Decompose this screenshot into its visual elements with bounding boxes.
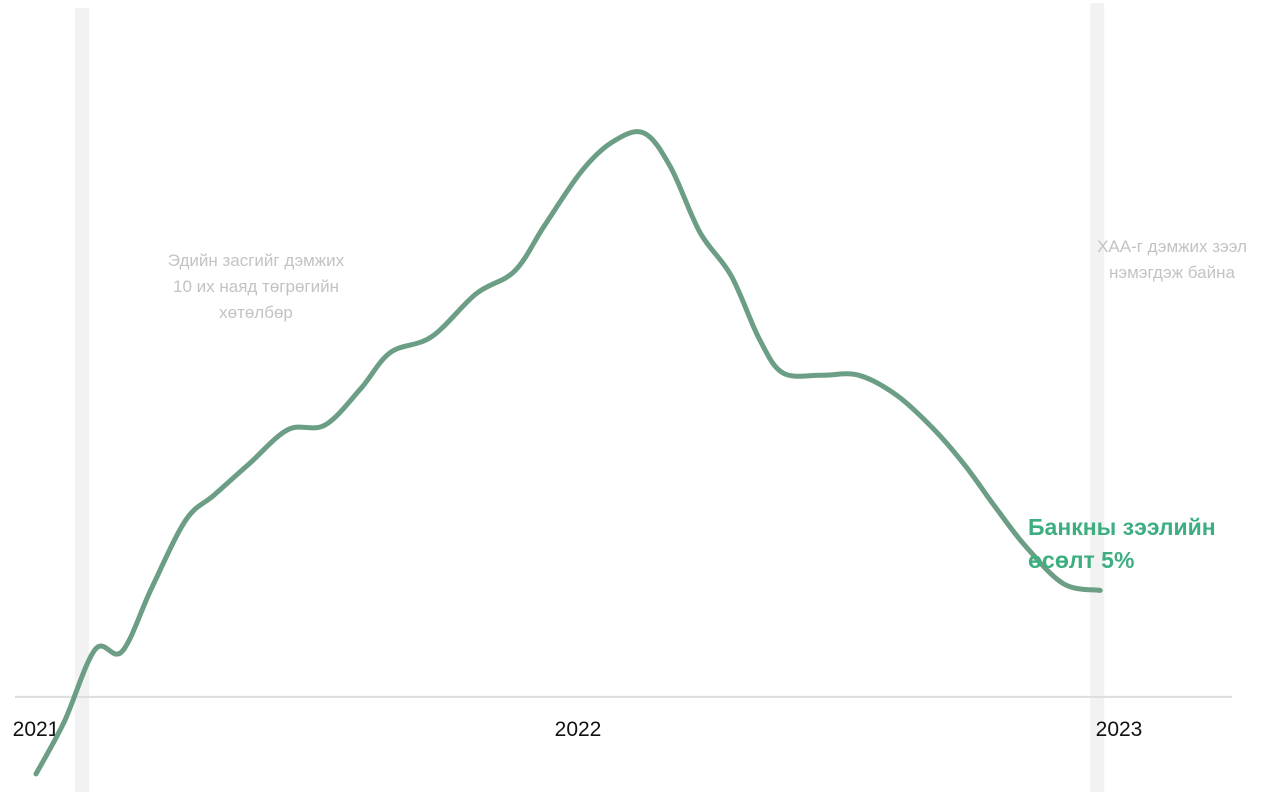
series-end-label: Банкны зээлийн өсөлт 5% — [1028, 514, 1216, 573]
x-tick-label: 2023 — [1096, 718, 1143, 741]
annotation-text-2: ХАА-г дэмжих зээл нэмэгдэж байна — [1097, 237, 1247, 282]
series-line-bank-loan-growth — [33, 129, 1103, 777]
annotation-text-1: Эдийн засгийг дэмжих 10 их наяд төгрөгийн… — [168, 251, 345, 322]
x-tick-label: 2022 — [555, 718, 602, 741]
annotation-band-2 — [1090, 3, 1105, 792]
annotation-band-1 — [74, 8, 89, 792]
x-tick-label: 2021 — [13, 718, 60, 741]
